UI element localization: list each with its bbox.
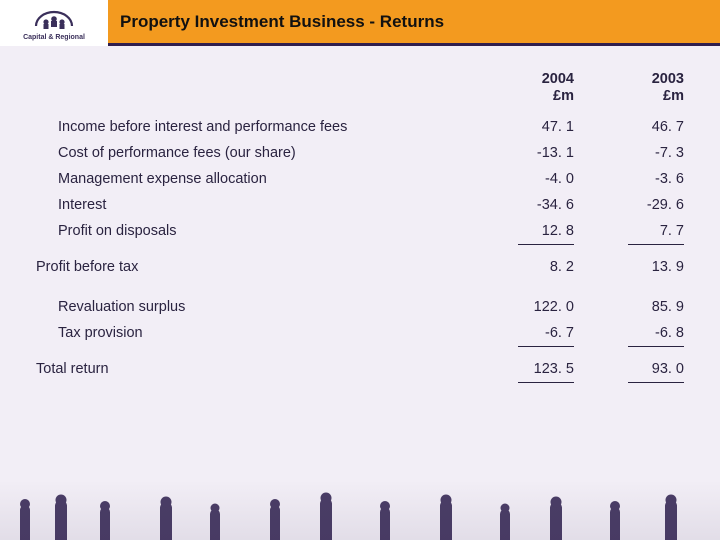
cell-2003: -6. 8 xyxy=(580,320,690,346)
page-title: Property Investment Business - Returns xyxy=(120,12,444,32)
footer-silhouettes-icon xyxy=(0,482,720,540)
cell-2004: 8. 2 xyxy=(470,254,580,280)
row-label: Total return xyxy=(30,356,470,382)
cell-2003: 85. 9 xyxy=(580,294,690,320)
content: 2004 £m 2003 £m Income before interest a… xyxy=(0,46,720,392)
col-2004: 2004 £m xyxy=(470,66,580,114)
row-label: Profit before tax xyxy=(30,254,470,280)
table-row: Interest-34. 6-29. 6 xyxy=(30,192,690,218)
cell-2004: -13. 1 xyxy=(470,140,580,166)
logo-icon xyxy=(34,6,74,34)
brand-logo: Capital & Regional xyxy=(0,0,108,46)
brand-name: Capital & Regional xyxy=(23,34,85,41)
subtotal-rule xyxy=(30,346,690,356)
col-label xyxy=(30,66,470,114)
row-label: Profit on disposals xyxy=(30,218,470,244)
cell-2004: 122. 0 xyxy=(470,294,580,320)
table-row: Cost of performance fees (our share)-13.… xyxy=(30,140,690,166)
cell-2003: 7. 7 xyxy=(580,218,690,244)
title-bar: Property Investment Business - Returns xyxy=(108,0,720,46)
table-row: Tax provision-6. 7-6. 8 xyxy=(30,320,690,346)
spacer-row xyxy=(30,280,690,294)
returns-table: 2004 £m 2003 £m Income before interest a… xyxy=(30,66,690,392)
cell-2003: 93. 0 xyxy=(580,356,690,382)
row-label: Management expense allocation xyxy=(30,166,470,192)
cell-2004: 123. 5 xyxy=(470,356,580,382)
cell-2004: -4. 0 xyxy=(470,166,580,192)
table-row: Profit on disposals12. 87. 7 xyxy=(30,218,690,244)
footer-gradient xyxy=(0,480,720,540)
table-row: Revaluation surplus122. 085. 9 xyxy=(30,294,690,320)
row-label: Revaluation surplus xyxy=(30,294,470,320)
table-row: Management expense allocation-4. 0-3. 6 xyxy=(30,166,690,192)
subtotal-rule xyxy=(30,382,690,392)
cell-2003: 13. 9 xyxy=(580,254,690,280)
cell-2003: -3. 6 xyxy=(580,166,690,192)
cell-2003: 46. 7 xyxy=(580,114,690,140)
cell-2004: 47. 1 xyxy=(470,114,580,140)
header: Capital & Regional Property Investment B… xyxy=(0,0,720,46)
row-label: Cost of performance fees (our share) xyxy=(30,140,470,166)
col-2003: 2003 £m xyxy=(580,66,690,114)
subtotal-rule xyxy=(30,244,690,254)
cell-2004: 12. 8 xyxy=(470,218,580,244)
cell-2003: -29. 6 xyxy=(580,192,690,218)
table-header-row: 2004 £m 2003 £m xyxy=(30,66,690,114)
cell-2003: -7. 3 xyxy=(580,140,690,166)
row-label: Tax provision xyxy=(30,320,470,346)
table-row: Profit before tax8. 213. 9 xyxy=(30,254,690,280)
cell-2004: -6. 7 xyxy=(470,320,580,346)
table-row: Income before interest and performance f… xyxy=(30,114,690,140)
table-row: Total return123. 593. 0 xyxy=(30,356,690,382)
row-label: Interest xyxy=(30,192,470,218)
cell-2004: -34. 6 xyxy=(470,192,580,218)
row-label: Income before interest and performance f… xyxy=(30,114,470,140)
